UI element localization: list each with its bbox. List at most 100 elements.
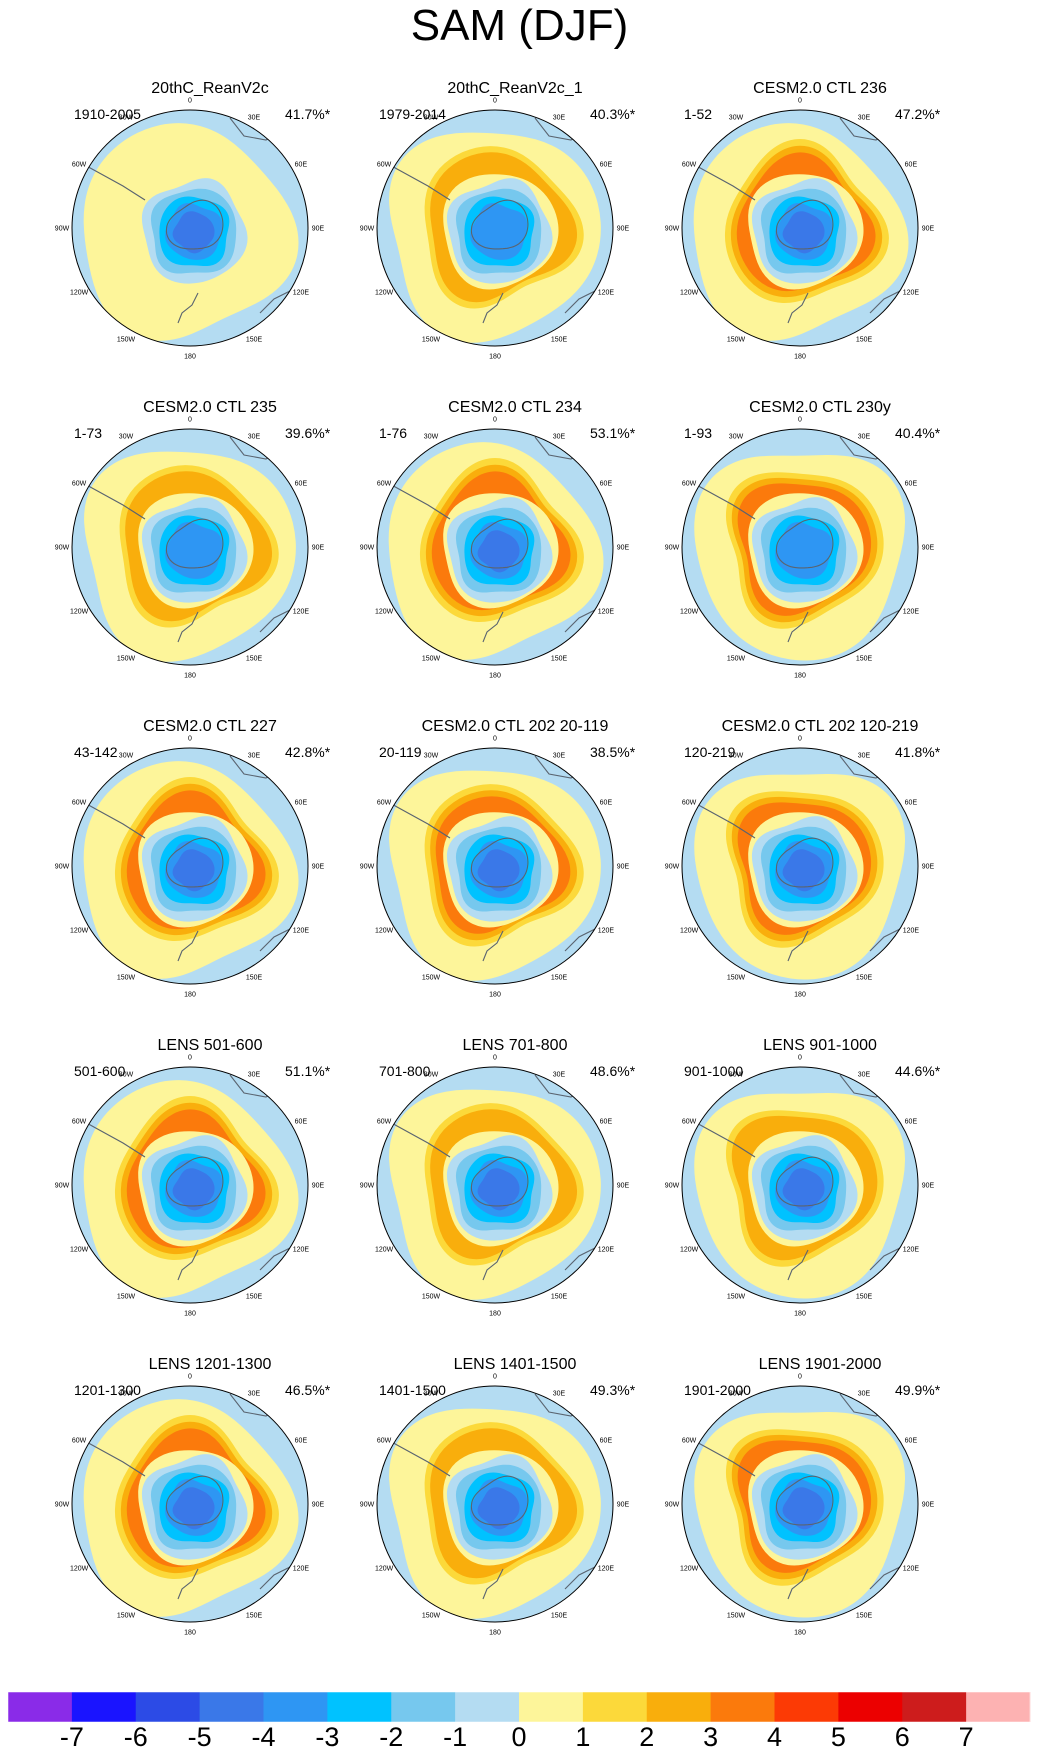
longitude-label: 180 (489, 673, 501, 680)
longitude-label: 0 (493, 1055, 497, 1062)
longitude-label: 90E (617, 545, 630, 552)
panel-period: 1-76 (379, 425, 408, 441)
panel-period: 1-52 (684, 106, 713, 122)
map-panel: LENS 1201-1300 1201-1300 46.5%* 0 30E 60E 90E 1… (55, 1354, 406, 1674)
colorbar-swatch (263, 1692, 328, 1722)
colorbar-tick-label: -6 (123, 1722, 148, 1752)
longitude-label: 90W (55, 545, 70, 552)
colorbar-tick-label: -5 (187, 1722, 212, 1752)
antarctica-coastline (165, 1156, 224, 1207)
longitude-label: 120W (680, 290, 699, 297)
colorbar-tick-label: 1 (575, 1722, 591, 1752)
contour-field (682, 110, 918, 346)
contour-level--5 (782, 1487, 825, 1530)
longitude-label: 180 (794, 1630, 806, 1637)
panel-variance-explained: 44.6%* (895, 1063, 941, 1079)
longitude-label: 150E (551, 1293, 568, 1300)
longitude-label: 30W (729, 434, 744, 441)
longitude-label: 60W (72, 800, 87, 807)
longitude-label: 90W (665, 226, 680, 233)
longitude-label: 150E (246, 1293, 263, 1300)
contour-field (377, 110, 613, 346)
polar-map: 0 30E 60E 90E 120E 150E 180 150W 120W 90W 60W 30W (665, 1055, 935, 1318)
longitude-label: 60W (682, 1438, 697, 1445)
contour-level--5 (782, 849, 825, 892)
longitude-label: 30E (553, 434, 566, 441)
longitude-label: 120E (598, 609, 615, 616)
new-zealand-coastline (482, 292, 504, 324)
antarctica-coastline (470, 1156, 529, 1207)
longitude-label: 30E (248, 115, 261, 122)
contour-level--4 (470, 203, 528, 260)
polar-map: 0 30E 60E 90E 120E 150E 180 150W 120W 90W 60W 30W (360, 417, 630, 680)
longitude-label: 180 (184, 1311, 196, 1318)
polar-map: 0 30E 60E 90E 120E 150E 180 150W 120W 90W 60W 30W (55, 417, 325, 680)
longitude-label: 120W (680, 1247, 699, 1254)
longitude-label: 0 (188, 1055, 192, 1062)
panel-period: 901-1000 (684, 1063, 744, 1079)
longitude-label: 60E (600, 800, 613, 807)
longitude-label: 120W (680, 1566, 699, 1573)
panel-title: CESM2.0 CTL 202 120-219 (721, 718, 919, 735)
panel-variance-explained: 51.1%* (285, 1063, 331, 1079)
longitude-label: 90W (360, 1183, 375, 1190)
colorbar-swatch (327, 1692, 392, 1722)
longitude-label: 60W (377, 162, 392, 169)
panel-title: LENS 1901-2000 (758, 1356, 882, 1373)
new-zealand-coastline (177, 1568, 199, 1600)
colorbar-swatch (646, 1692, 712, 1722)
longitude-label: 60E (600, 1119, 613, 1126)
map-panel: LENS 1901-2000 1901-2000 49.9%* 0 30E 60E 90E 1… (665, 1354, 1016, 1674)
map-boundary (681, 1066, 919, 1304)
longitude-label: 60W (682, 800, 697, 807)
polar-map: 0 30E 60E 90E 120E 150E 180 150W 120W 90W 60W 30W (55, 1055, 325, 1318)
colorbar-tick-label: -4 (251, 1722, 276, 1752)
polar-map: 0 30E 60E 90E 120E 150E 180 150W 120W 90W 60W 30W (360, 98, 630, 361)
panel-title: CESM2.0 CTL 235 (143, 399, 277, 416)
map-panel: CESM2.0 CTL 227 43-142 42.8%* 0 30E 60E 90E 120… (55, 716, 406, 1036)
contour-field (377, 748, 613, 984)
contour-level--5 (782, 1168, 825, 1211)
map-boundary (71, 1066, 309, 1304)
colorbar-swatches (7, 1691, 1031, 1723)
colorbar-tick-label: 3 (703, 1722, 719, 1752)
contour-level--5 (477, 1487, 520, 1530)
polar-map: 0 30E 60E 90E 120E 150E 180 150W 120W 90W 60W 30W (360, 736, 630, 999)
longitude-label: 120W (70, 928, 89, 935)
longitude-label: 120E (598, 290, 615, 297)
contour-level--4 (775, 522, 833, 579)
longitude-label: 30E (248, 1072, 261, 1079)
longitude-label: 90E (922, 1502, 935, 1509)
panel-period: 120-219 (684, 744, 736, 760)
contour-level--5 (172, 211, 215, 254)
contour-level--5 (477, 1168, 520, 1211)
colorbar-swatch (902, 1692, 967, 1722)
longitude-label: 180 (489, 354, 501, 361)
longitude-label: 150E (856, 1612, 873, 1619)
panel-title: LENS 501-600 (157, 1037, 263, 1054)
longitude-label: 150W (727, 1293, 746, 1300)
longitude-label: 60E (600, 481, 613, 488)
longitude-label: 150E (856, 1293, 873, 1300)
contour-level--5 (172, 1168, 215, 1211)
longitude-label: 90W (665, 1183, 680, 1190)
longitude-label: 30W (729, 1391, 744, 1398)
longitude-label: 120E (903, 1566, 920, 1573)
longitude-label: 120W (680, 609, 699, 616)
longitude-label: 180 (489, 992, 501, 999)
longitude-label: 120E (293, 609, 310, 616)
longitude-label: 120E (293, 1566, 310, 1573)
colorbar-tick-label: -1 (443, 1722, 468, 1752)
panel-variance-explained: 42.8%* (285, 744, 331, 760)
longitude-label: 150W (422, 655, 441, 662)
longitude-label: 30W (119, 115, 134, 122)
longitude-label: 30W (119, 434, 134, 441)
longitude-label: 150W (422, 336, 441, 343)
panel-variance-explained: 38.5%* (590, 744, 636, 760)
longitude-label: 60E (295, 800, 308, 807)
longitude-label: 60W (72, 481, 87, 488)
new-zealand-coastline (482, 930, 504, 962)
contour-field (682, 429, 918, 665)
longitude-label: 180 (184, 354, 196, 361)
longitude-label: 120E (598, 928, 615, 935)
